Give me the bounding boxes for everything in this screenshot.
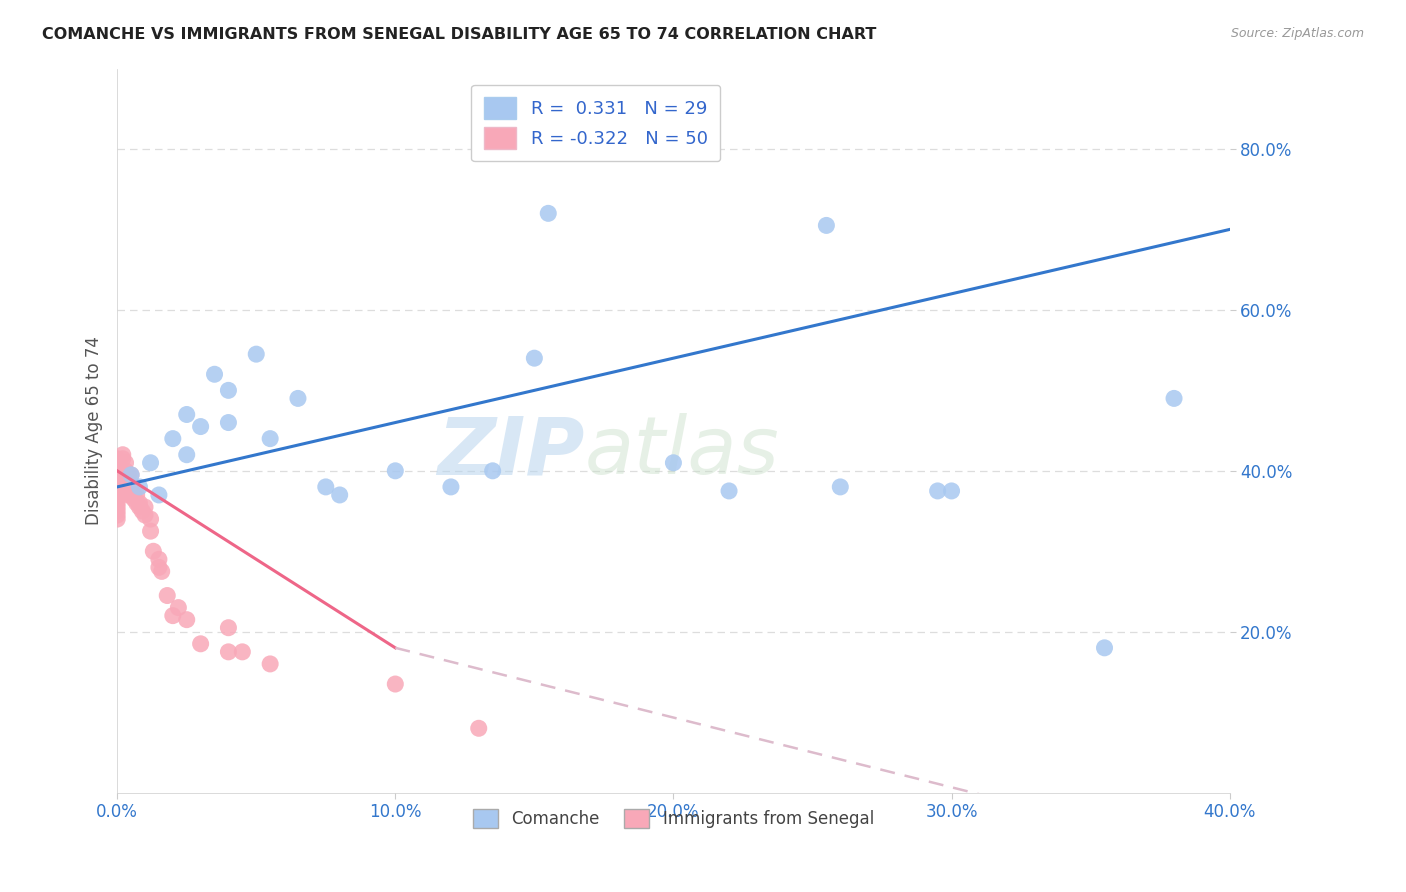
Point [120, 488, 142, 502]
Point [139, 512, 162, 526]
Point [217, 645, 239, 659]
Legend: Comanche, Immigrants from Senegal: Comanche, Immigrants from Senegal [467, 803, 880, 835]
Text: atlas: atlas [585, 413, 779, 491]
Point [217, 384, 239, 398]
Point [190, 637, 212, 651]
Point [927, 483, 949, 498]
Point [162, 608, 184, 623]
Point [128, 496, 150, 510]
Point [259, 432, 281, 446]
Point [1094, 640, 1116, 655]
Point [217, 416, 239, 430]
Point [384, 464, 406, 478]
Point [259, 657, 281, 671]
Point [329, 488, 352, 502]
Text: Source: ZipAtlas.com: Source: ZipAtlas.com [1230, 27, 1364, 40]
Point [105, 504, 128, 518]
Point [111, 448, 134, 462]
Point [537, 206, 560, 220]
Point [481, 464, 503, 478]
Point [105, 475, 128, 490]
Point [105, 491, 128, 506]
Point [139, 456, 162, 470]
Point [231, 645, 253, 659]
Y-axis label: Disability Age 65 to 74: Disability Age 65 to 74 [86, 336, 103, 525]
Point [1163, 392, 1185, 406]
Point [718, 483, 741, 498]
Point [162, 432, 184, 446]
Point [176, 408, 198, 422]
Point [134, 508, 156, 522]
Point [122, 491, 145, 506]
Point [217, 621, 239, 635]
Point [830, 480, 852, 494]
Point [150, 565, 173, 579]
Point [128, 500, 150, 514]
Point [105, 451, 128, 466]
Point [134, 500, 156, 514]
Point [122, 488, 145, 502]
Point [176, 613, 198, 627]
Point [128, 480, 150, 494]
Point [105, 500, 128, 514]
Point [662, 456, 685, 470]
Point [148, 552, 170, 566]
Point [111, 451, 134, 466]
Point [120, 467, 142, 482]
Point [105, 480, 128, 494]
Text: COMANCHE VS IMMIGRANTS FROM SENEGAL DISABILITY AGE 65 TO 74 CORRELATION CHART: COMANCHE VS IMMIGRANTS FROM SENEGAL DISA… [42, 27, 876, 42]
Point [156, 589, 179, 603]
Point [204, 368, 226, 382]
Point [384, 677, 406, 691]
Point [142, 544, 165, 558]
Point [105, 464, 128, 478]
Point [176, 448, 198, 462]
Point [148, 488, 170, 502]
Point [114, 464, 136, 478]
Point [131, 504, 153, 518]
Point [245, 347, 267, 361]
Point [287, 392, 309, 406]
Point [105, 512, 128, 526]
Point [105, 467, 128, 482]
Point [120, 480, 142, 494]
Point [315, 480, 337, 494]
Point [167, 600, 190, 615]
Point [468, 721, 491, 735]
Point [190, 419, 212, 434]
Point [139, 524, 162, 538]
Point [523, 351, 546, 366]
Point [105, 456, 128, 470]
Point [125, 488, 148, 502]
Point [440, 480, 463, 494]
Point [117, 467, 139, 482]
Point [105, 467, 128, 482]
Point [125, 496, 148, 510]
Point [105, 508, 128, 522]
Point [105, 496, 128, 510]
Point [114, 456, 136, 470]
Point [105, 483, 128, 498]
Point [815, 219, 838, 233]
Point [105, 488, 128, 502]
Point [148, 560, 170, 574]
Text: ZIP: ZIP [437, 413, 585, 491]
Point [941, 483, 963, 498]
Point [120, 467, 142, 482]
Point [117, 488, 139, 502]
